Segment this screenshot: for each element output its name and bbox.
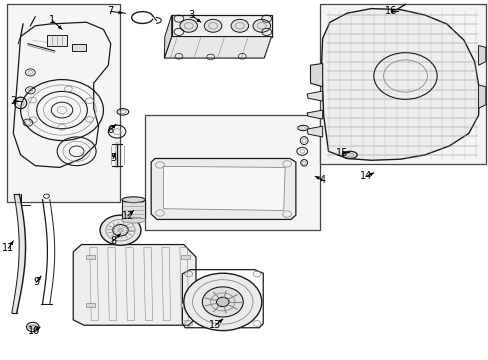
Circle shape bbox=[252, 19, 270, 32]
Text: 10: 10 bbox=[28, 325, 41, 336]
Ellipse shape bbox=[122, 197, 145, 203]
Circle shape bbox=[180, 19, 197, 32]
Circle shape bbox=[202, 287, 243, 317]
Circle shape bbox=[231, 19, 248, 32]
Circle shape bbox=[183, 273, 261, 330]
Polygon shape bbox=[306, 91, 322, 101]
Text: 15: 15 bbox=[335, 148, 347, 158]
Polygon shape bbox=[321, 9, 479, 160]
Bar bbox=[86, 303, 95, 307]
Polygon shape bbox=[310, 63, 322, 87]
Polygon shape bbox=[164, 37, 271, 58]
Ellipse shape bbox=[122, 217, 145, 223]
Polygon shape bbox=[151, 158, 295, 220]
Text: 5: 5 bbox=[110, 153, 116, 163]
Bar bbox=[72, 44, 86, 51]
Polygon shape bbox=[171, 15, 271, 37]
Bar bbox=[122, 200, 145, 220]
Text: 7: 7 bbox=[107, 6, 114, 17]
Text: 12: 12 bbox=[122, 211, 134, 221]
Bar bbox=[144, 116, 320, 230]
Circle shape bbox=[117, 228, 123, 232]
Polygon shape bbox=[164, 15, 171, 58]
Text: 9: 9 bbox=[33, 277, 39, 287]
Bar bbox=[47, 35, 67, 45]
Polygon shape bbox=[478, 45, 485, 65]
Text: 14: 14 bbox=[360, 171, 372, 181]
Text: 16: 16 bbox=[384, 6, 396, 17]
Polygon shape bbox=[478, 85, 485, 108]
Circle shape bbox=[100, 215, 141, 245]
Text: 4: 4 bbox=[319, 175, 325, 185]
Bar bbox=[181, 255, 190, 259]
Circle shape bbox=[204, 19, 222, 32]
Polygon shape bbox=[73, 244, 196, 325]
Text: 1: 1 bbox=[49, 15, 55, 26]
Bar bbox=[7, 4, 120, 202]
Polygon shape bbox=[163, 166, 285, 211]
Text: 11: 11 bbox=[2, 243, 15, 253]
Text: 6: 6 bbox=[107, 125, 114, 135]
Circle shape bbox=[30, 325, 36, 329]
Polygon shape bbox=[306, 110, 322, 119]
Circle shape bbox=[216, 297, 229, 307]
Text: 8: 8 bbox=[110, 236, 116, 246]
Text: 13: 13 bbox=[209, 320, 221, 330]
Text: 3: 3 bbox=[188, 10, 194, 20]
Polygon shape bbox=[306, 126, 322, 137]
Bar bbox=[86, 255, 95, 259]
Bar bbox=[320, 4, 485, 164]
Bar bbox=[181, 303, 190, 307]
Text: 2: 2 bbox=[10, 96, 17, 106]
